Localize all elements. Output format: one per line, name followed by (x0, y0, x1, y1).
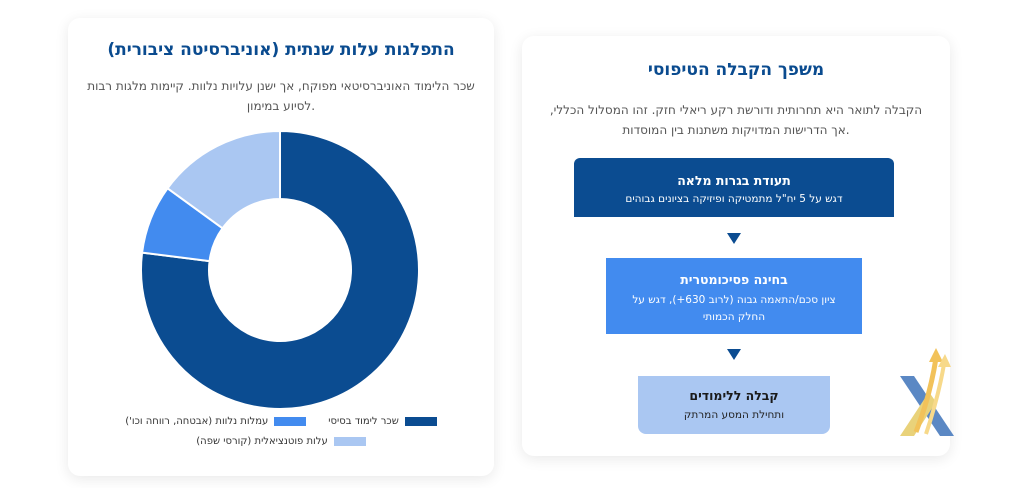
step-description: ותחילת המסע המרתק (683, 409, 785, 421)
step-title: בחינה פסיכומטרית (680, 272, 788, 287)
donut-chart (140, 130, 420, 410)
donut-slice-3[interactable] (166, 130, 281, 230)
legend-label-tuition: שכר לימוד בסיסי (328, 416, 399, 427)
chart-legend-row-2: עלות פוטנציאלית (קורסי שפה) (68, 436, 494, 447)
donut-slice-1[interactable] (140, 130, 420, 410)
step-description: ציון סכם/התאמה גבוה (לרוב 630+), דגש על … (632, 294, 836, 323)
legend-item-tuition[interactable]: שכר לימוד בסיסי (328, 416, 437, 427)
chart-description: שכר הלימוד האוניברסיטאי מפוקח, אך ישנן ע… (87, 79, 475, 113)
funnel-step-admission: קבלה ללימודים ותחילת המסע המרתק (638, 376, 830, 434)
admission-funnel-card: משפך הקבלה הטיפוסי הקבלה לתואר היא תחרות… (522, 36, 950, 456)
legend-item-fees[interactable]: עמלות נלוות (אבטחה, רווחה וכו') (125, 416, 307, 427)
x-arrows-logo-icon (900, 348, 954, 436)
funnel-step-psychometric: בחינה פסיכומטרית ציון סכם/התאמה גבוה (לר… (606, 258, 862, 334)
legend-swatch-fees (274, 417, 307, 426)
funnel-title: משפך הקבלה הטיפוסי (647, 60, 825, 80)
step-title: קבלה ללימודים (689, 388, 779, 403)
legend-label-language: עלות פוטנציאלית (קורסי שפה) (196, 436, 328, 447)
legend-item-language[interactable]: עלות פוטנציאלית (קורסי שפה) (196, 436, 366, 447)
down-arrow-icon (727, 233, 741, 244)
legend-swatch-language (333, 437, 366, 446)
funnel-description: הקבלה לתואר היא תחרותית ודורשת רקע ריאלי… (549, 103, 923, 137)
chart-legend: שכר לימוד בסיסי עמלות נלוות (אבטחה, רווח… (68, 416, 494, 427)
step-description: דגש על 5 יח"ל מתמטיקה ופיזיקה בציונים גב… (625, 193, 843, 205)
chart-title: התפלגות עלות שנתית (אוניברסיטה ציבורית) (107, 40, 455, 60)
step-title: תעודת בגרות מלאה (677, 173, 791, 188)
down-arrow-icon (727, 349, 741, 360)
legend-swatch-tuition (404, 417, 437, 426)
funnel-step-matriculation: תעודת בגרות מלאה דגש על 5 יח"ל מתמטיקה ו… (574, 158, 894, 217)
cost-distribution-card: התפלגות עלות שנתית (אוניברסיטה ציבורית) … (68, 18, 494, 476)
legend-label-fees: עמלות נלוות (אבטחה, רווחה וכו') (125, 416, 269, 427)
